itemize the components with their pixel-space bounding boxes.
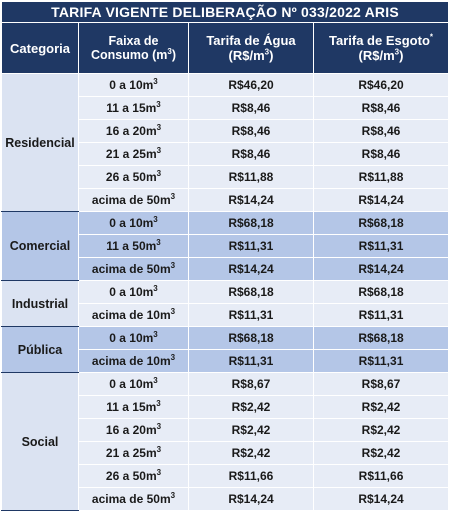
- header-categoria: Categoria: [1, 22, 79, 74]
- esgoto-cell: R$46,20: [312, 73, 449, 97]
- esgoto-cell: R$2,42: [312, 395, 449, 419]
- esgoto-cell: R$14,24: [312, 188, 449, 212]
- faixa-cell: acima de 50m3: [78, 487, 189, 511]
- agua-cell: R$68,18: [188, 326, 314, 350]
- faixa-cell: 0 a 10m3: [78, 326, 189, 350]
- table-row: acima de 10m3 R$11,31 R$11,31: [2, 303, 449, 327]
- table-row: 26 a 50m3 R$11,88 R$11,88: [2, 165, 449, 189]
- agua-cell: R$11,31: [188, 303, 314, 327]
- header-esgoto: Tarifa de Esgoto* (R$/m3): [312, 22, 449, 74]
- faixa-cell: 11 a 15m3: [78, 395, 189, 419]
- faixa-cell: 26 a 50m3: [78, 464, 189, 488]
- esgoto-cell: R$68,18: [312, 326, 449, 350]
- agua-cell: R$2,42: [188, 418, 314, 442]
- agua-cell: R$8,46: [188, 119, 314, 143]
- esgoto-cell: R$68,18: [312, 211, 449, 235]
- agua-cell: R$68,18: [188, 211, 314, 235]
- esgoto-cell: R$2,42: [312, 441, 449, 465]
- category-cell: Residencial: [1, 73, 79, 212]
- table-row: 21 a 25m3 R$2,42 R$2,42: [2, 441, 449, 465]
- esgoto-cell: R$2,42: [312, 418, 449, 442]
- faixa-cell: 11 a 15m3: [78, 96, 189, 120]
- esgoto-cell: R$11,31: [312, 303, 449, 327]
- table-row: Industrial 0 a 10m3 R$68,18 R$68,18: [1, 280, 449, 327]
- faixa-cell: acima de 50m3: [78, 257, 189, 281]
- faixa-cell: acima de 10m3: [78, 303, 189, 327]
- agua-cell: R$8,67: [188, 372, 314, 396]
- table-row: Social 0 a 10m3 R$8,67 R$8,67: [1, 372, 449, 511]
- agua-cell: R$14,24: [188, 487, 314, 511]
- esgoto-cell: R$11,31: [312, 234, 449, 258]
- table-row: 16 a 20m3 R$2,42 R$2,42: [2, 418, 449, 442]
- esgoto-cell: R$11,31: [312, 349, 449, 373]
- agua-cell: R$14,24: [188, 188, 314, 212]
- agua-cell: R$2,42: [188, 441, 314, 465]
- agua-cell: R$46,20: [188, 73, 314, 97]
- faixa-cell: 16 a 20m3: [78, 418, 189, 442]
- agua-cell: R$2,42: [188, 395, 314, 419]
- faixa-cell: 0 a 10m3: [78, 372, 189, 396]
- esgoto-cell: R$8,46: [312, 96, 449, 120]
- faixa-cell: 21 a 25m3: [78, 441, 189, 465]
- esgoto-cell: R$11,88: [312, 165, 449, 189]
- faixa-cell: 0 a 10m3: [78, 211, 189, 235]
- agua-cell: R$11,31: [188, 234, 314, 258]
- esgoto-cell: R$14,24: [312, 257, 449, 281]
- table-row: 16 a 20m3 R$8,46 R$8,46: [2, 119, 449, 143]
- faixa-cell: 0 a 10m3: [78, 73, 189, 97]
- faixa-cell: 16 a 20m3: [78, 119, 189, 143]
- table-row: Pública 0 a 10m3 R$68,18 R$68,18: [1, 326, 449, 373]
- table-row: acima de 50m3 R$14,24 R$14,24: [2, 188, 449, 212]
- table-row: 21 a 25m3 R$8,46 R$8,46: [2, 142, 449, 166]
- table-row: 11 a 15m3 R$8,46 R$8,46: [2, 96, 449, 120]
- esgoto-cell: R$68,18: [312, 280, 449, 304]
- agua-cell: R$11,31: [188, 349, 314, 373]
- esgoto-cell: R$8,46: [312, 142, 449, 166]
- table-row: 26 a 50m3 R$11,66 R$11,66: [2, 464, 449, 488]
- faixa-cell: 26 a 50m3: [78, 165, 189, 189]
- faixa-cell: 0 a 10m3: [78, 280, 189, 304]
- category-cell: Comercial: [1, 211, 79, 281]
- agua-cell: R$14,24: [188, 257, 314, 281]
- category-cell: Social: [1, 372, 79, 511]
- esgoto-cell: R$14,24: [312, 487, 449, 511]
- esgoto-cell: R$8,67: [312, 372, 449, 396]
- header-faixa: Faixa de Consumo (m3): [78, 22, 189, 74]
- table-row: Residencial 0 a 10m3 R$46,20 R$46,20: [1, 73, 449, 212]
- table-body: Residencial 0 a 10m3 R$46,20 R$46,20 11 a 15…: [1, 73, 449, 511]
- agua-cell: R$11,66: [188, 464, 314, 488]
- faixa-cell: acima de 10m3: [78, 349, 189, 373]
- category-cell: Pública: [1, 326, 79, 373]
- header-agua: Tarifa de Água (R$/m3): [188, 22, 314, 74]
- esgoto-cell: R$11,66: [312, 464, 449, 488]
- table-title: TARIFA VIGENTE DELIBERAÇÃO Nº 033/2022 A…: [0, 1, 449, 23]
- table-row: acima de 50m3 R$14,24 R$14,24: [2, 257, 449, 281]
- table-row: Comercial 0 a 10m3 R$68,18 R$68,18: [1, 211, 449, 281]
- agua-cell: R$8,46: [188, 96, 314, 120]
- agua-cell: R$11,88: [188, 165, 314, 189]
- faixa-cell: acima de 50m3: [78, 188, 189, 212]
- faixa-cell: 11 a 50m3: [78, 234, 189, 258]
- category-cell: Industrial: [1, 280, 79, 327]
- agua-cell: R$68,18: [188, 280, 314, 304]
- agua-cell: R$8,46: [188, 142, 314, 166]
- esgoto-cell: R$8,46: [312, 119, 449, 143]
- faixa-cell: 21 a 25m3: [78, 142, 189, 166]
